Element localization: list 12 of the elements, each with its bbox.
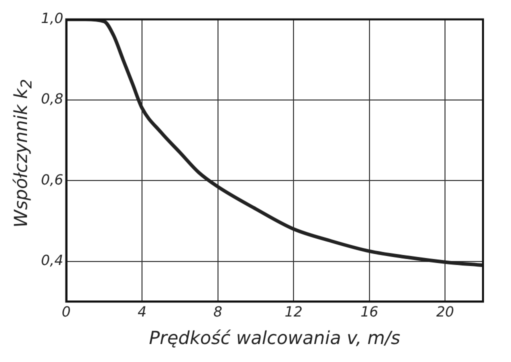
y-tick-label: 0,8 — [41, 92, 64, 108]
x-tick-label: 4 — [138, 304, 146, 321]
line-series — [66, 19, 483, 268]
x-tick-label: 16 — [360, 304, 378, 321]
x-tick-label: 0 — [62, 304, 71, 321]
x-tick-label: 20 — [436, 304, 454, 321]
y-tick-label: 0,6 — [41, 172, 64, 188]
y-tick-label: 1,0 — [41, 11, 64, 28]
x-axis-title: Prędkość walcowania v, m/s — [148, 328, 400, 349]
y-tick-label: 0,4 — [41, 252, 64, 269]
x-tick-label: 12 — [284, 304, 303, 321]
x-tick-label: 8 — [213, 304, 222, 321]
